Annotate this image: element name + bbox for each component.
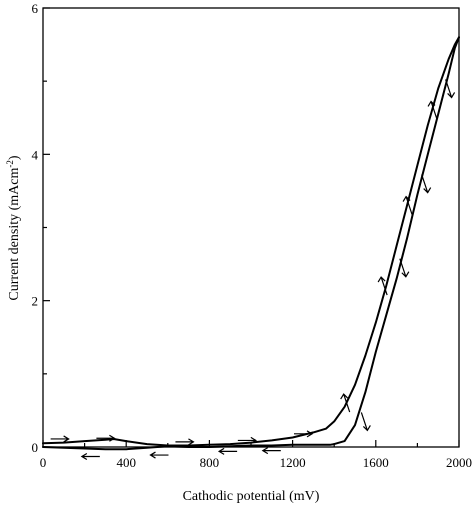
x-tick-label: 2000: [446, 455, 472, 470]
x-tick-label: 400: [116, 455, 136, 470]
curves: [42, 36, 460, 451]
direction-arrow-right: [175, 438, 195, 446]
direction-arrow-up: [377, 276, 388, 296]
direction-arrow-right: [96, 434, 116, 442]
direction-arrow-up: [427, 100, 438, 120]
y-tick-label: 0: [32, 440, 39, 455]
direction-arrow-left: [149, 451, 169, 459]
y-tick-label: 2: [32, 294, 39, 309]
y-axis-title-superscript: -2: [5, 160, 15, 168]
series-line-forward: [42, 36, 460, 447]
direction-arrow-down: [360, 412, 371, 432]
direction-arrow-right: [237, 436, 258, 444]
direction-arrow-right: [50, 435, 70, 443]
direction-arrows: [50, 79, 456, 461]
plot-frame: [42, 7, 460, 448]
direction-arrow-left: [80, 452, 100, 461]
x-axis-title: Cathodic potential (mV): [183, 489, 320, 504]
y-tick-labels: 0 2 4 6: [32, 1, 39, 455]
y-axis-title-close: ): [7, 155, 22, 160]
x-tick-label: 1600: [363, 455, 389, 470]
direction-arrow-down: [421, 174, 432, 194]
direction-arrow-down: [445, 79, 456, 99]
x-tick-labels: 0 400 800 1200 1600 2000: [40, 455, 472, 470]
y-axis-title: Current density (mAcm-2): [5, 155, 22, 300]
x-tick-label: 0: [40, 455, 47, 470]
y-axis-title-main: Current density (mAcm: [7, 167, 22, 300]
x-tick-label: 800: [200, 455, 220, 470]
y-tick-label: 4: [32, 147, 39, 162]
series-line-reverse: [42, 36, 460, 451]
x-tick-label: 1200: [280, 455, 306, 470]
direction-arrow-right: [294, 430, 314, 438]
direction-arrow-down: [399, 258, 410, 278]
direction-arrow-left: [261, 447, 281, 455]
tick-marks: [42, 7, 460, 448]
direction-arrow-up: [402, 195, 413, 215]
y-tick-label: 6: [32, 1, 39, 16]
direction-arrow-left: [217, 447, 238, 455]
plot-area: [42, 7, 460, 461]
direction-arrow-up: [340, 393, 351, 413]
